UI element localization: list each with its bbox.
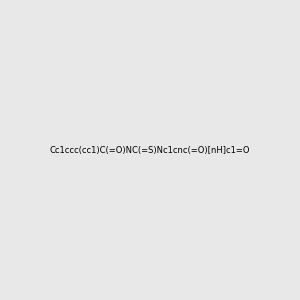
Text: Cc1ccc(cc1)C(=O)NC(=S)Nc1cnc(=O)[nH]c1=O: Cc1ccc(cc1)C(=O)NC(=S)Nc1cnc(=O)[nH]c1=O bbox=[50, 146, 250, 154]
